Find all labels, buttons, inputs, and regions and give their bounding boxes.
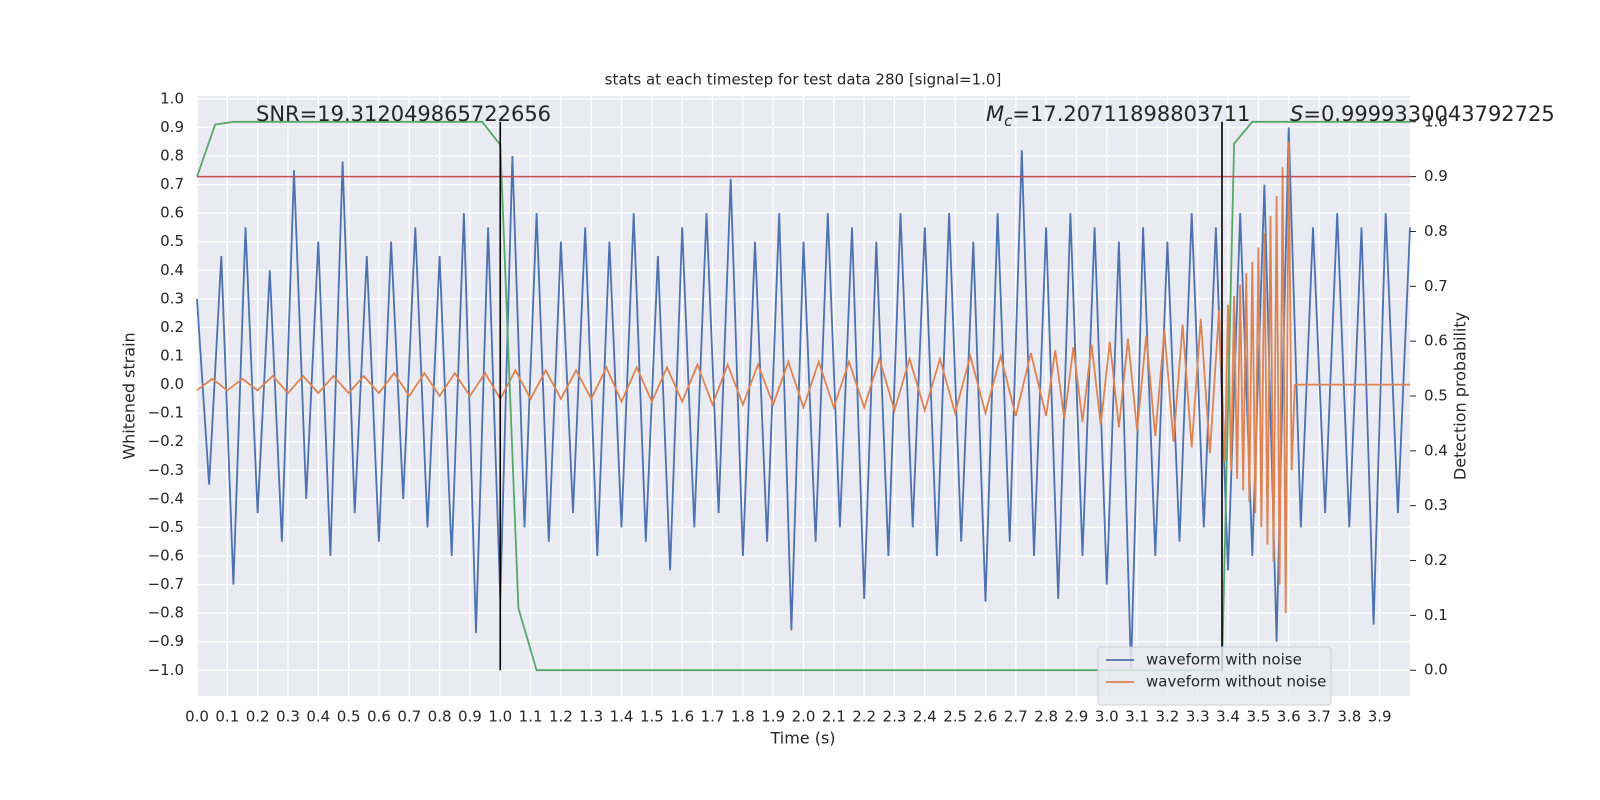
x-tick-label: 0.5	[337, 708, 361, 726]
y2-tick-label: 0.5	[1424, 387, 1448, 405]
x-tick-label: 2.4	[913, 708, 937, 726]
y-tick-label: −0.4	[148, 489, 184, 507]
annotation: SNR=19.312049865722656	[256, 102, 551, 126]
x-tick-label: 0.4	[306, 708, 330, 726]
y-tick-label: −0.6	[148, 547, 184, 565]
x-tick-label: 1.9	[761, 708, 785, 726]
annotation: S=0.9999330043792725	[1290, 102, 1555, 126]
legend-box	[1097, 646, 1332, 706]
y2-tick-label: 0.2	[1424, 551, 1448, 569]
x-tick-label: 3.8	[1337, 708, 1361, 726]
y-tick-label: 0.2	[160, 318, 184, 336]
x-tick-label: 3.4	[1216, 708, 1240, 726]
annotation: Mc=17.20711898803711	[986, 102, 1250, 130]
x-tick-label: 1.6	[670, 708, 694, 726]
y-tick-label: −0.3	[148, 461, 184, 479]
y-tick-label: 0.1	[160, 347, 184, 365]
y-tick-label: 0.0	[160, 375, 184, 393]
x-tick-label: 1.2	[549, 708, 573, 726]
x-tick-label: 2.0	[792, 708, 816, 726]
x-tick-label: 1.8	[731, 708, 755, 726]
x-tick-label: 2.1	[822, 708, 846, 726]
y-tick-label: 0.7	[160, 175, 184, 193]
y-tick-label: 0.3	[160, 289, 184, 307]
x-tick-label: 0.1	[215, 708, 239, 726]
annotation-symbol: S	[1290, 102, 1303, 126]
x-tick-label: 1.4	[610, 708, 634, 726]
x-tick-label: 3.5	[1246, 708, 1270, 726]
x-tick-label: 3.7	[1307, 708, 1331, 726]
series-line	[196, 141, 1410, 614]
x-tick-label: 3.6	[1277, 708, 1301, 726]
x-tick-label: 0.2	[246, 708, 270, 726]
x-tick-label: 3.0	[1095, 708, 1119, 726]
x-tick-label: 2.6	[974, 708, 998, 726]
annotation-text: =17.20711898803711	[1012, 102, 1250, 126]
y-tick-label: −0.5	[148, 518, 184, 536]
y-tick-label: 0.5	[160, 232, 184, 250]
x-tick-label: 1.3	[579, 708, 603, 726]
legend-label: waveform with noise	[1146, 651, 1302, 669]
y2-tick-label: 0.1	[1424, 606, 1448, 624]
x-tick-label: 2.7	[1004, 708, 1028, 726]
y-tick-label: 0.8	[160, 147, 184, 165]
x-tick-label: 0.9	[458, 708, 482, 726]
annotation-text: =0.9999330043792725	[1303, 102, 1554, 126]
y2-tick-label: 1.0	[1424, 112, 1448, 130]
x-tick-label: 3.2	[1155, 708, 1179, 726]
x-tick-label: 3.3	[1186, 708, 1210, 726]
annotation-symbol: M	[986, 102, 1004, 126]
x-tick-label: 1.1	[519, 708, 543, 726]
x-tick-label: 1.5	[640, 708, 664, 726]
annotation-subscript: c	[1004, 112, 1013, 130]
y2-tick-label: 0.0	[1424, 661, 1448, 679]
y-tick-label: −0.1	[148, 404, 184, 422]
y-tick-label: 0.4	[160, 261, 184, 279]
y2-tick-label: 0.9	[1424, 167, 1448, 185]
x-tick-label: 1.0	[488, 708, 512, 726]
x-tick-label: 0.6	[367, 708, 391, 726]
y2-axis-label: Detection probability	[1451, 312, 1470, 480]
y2-tick-label: 0.3	[1424, 496, 1448, 514]
x-tick-label: 2.3	[883, 708, 907, 726]
x-tick-label: 3.1	[1125, 708, 1149, 726]
x-tick-label: 2.5	[943, 708, 967, 726]
x-tick-label: 3.9	[1368, 708, 1392, 726]
y-axis-label: Whitened strain	[120, 332, 139, 459]
series-line	[196, 120, 1410, 672]
y-tick-label: −0.7	[148, 575, 184, 593]
y2-tick-label: 0.7	[1424, 277, 1448, 295]
y2-tick-label: 0.8	[1424, 222, 1448, 240]
x-tick-label: 0.0	[185, 708, 209, 726]
x-tick-label: 1.7	[701, 708, 725, 726]
x-tick-label: 2.8	[1034, 708, 1058, 726]
y2-tick-label: 0.6	[1424, 332, 1448, 350]
x-tick-label: 0.7	[397, 708, 421, 726]
y-tick-label: 0.9	[160, 118, 184, 136]
y-tick-label: −1.0	[148, 661, 184, 679]
x-tick-label: 2.2	[852, 708, 876, 726]
x-tick-label: 0.3	[276, 708, 300, 726]
x-tick-label: 2.9	[1064, 708, 1088, 726]
legend-label: waveform without noise	[1146, 673, 1326, 691]
y-tick-label: −0.8	[148, 604, 184, 622]
chart-title: stats at each timestep for test data 280…	[605, 71, 1002, 89]
y2-tick-label: 0.4	[1424, 441, 1448, 459]
x-tick-label: 0.8	[428, 708, 452, 726]
y-tick-label: 0.6	[160, 204, 184, 222]
x-axis-label: Time (s)	[769, 729, 835, 748]
y-tick-label: −0.2	[148, 432, 184, 450]
y-tick-label: −0.9	[148, 632, 184, 650]
y-tick-label: 1.0	[160, 89, 184, 107]
annotation-text: SNR=19.312049865722656	[256, 102, 551, 126]
